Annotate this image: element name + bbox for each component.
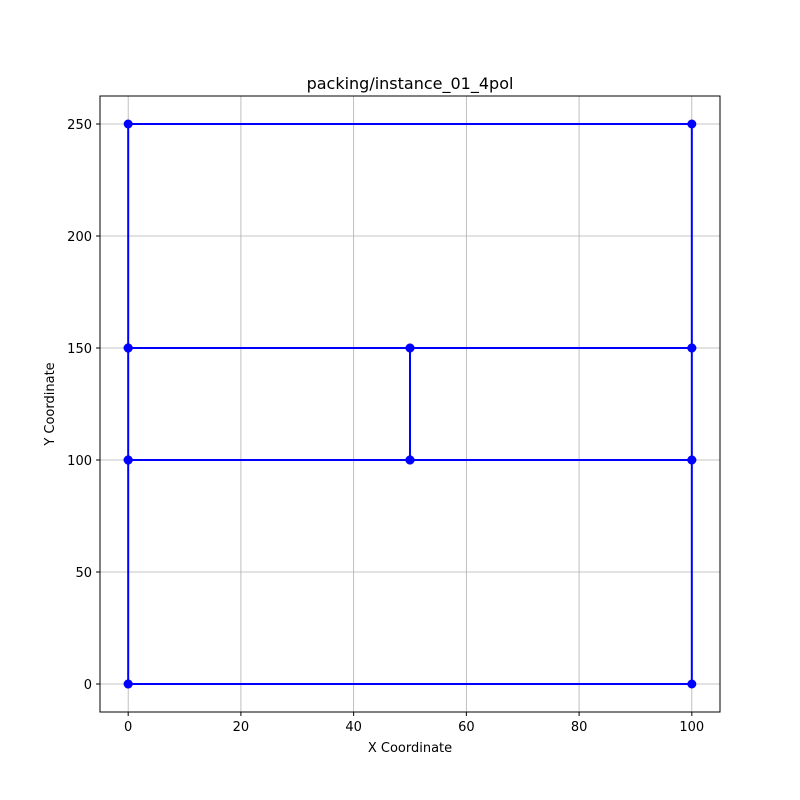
vertex-point xyxy=(123,679,133,689)
x-tick-label: 20 xyxy=(233,720,250,735)
vertex-point xyxy=(687,679,697,689)
y-tick-label: 100 xyxy=(67,454,92,469)
x-tick-label: 80 xyxy=(571,720,588,735)
x-tick-label: 40 xyxy=(345,720,362,735)
y-tick-label: 250 xyxy=(67,118,92,133)
y-tick-label: 50 xyxy=(75,566,92,581)
chart-title: packing/instance_01_4pol xyxy=(307,74,514,94)
x-tick-label: 100 xyxy=(679,720,704,735)
vertex-point xyxy=(687,119,697,129)
y-axis: 0 50 100 150 200 250 xyxy=(67,118,100,693)
x-tick-label: 60 xyxy=(458,720,475,735)
vertex-point xyxy=(687,343,697,353)
x-tick-label: 0 xyxy=(124,720,132,735)
vertex-point xyxy=(687,455,697,465)
y-tick-label: 150 xyxy=(67,342,92,357)
polygon-layer xyxy=(123,119,697,689)
vertex-point xyxy=(123,455,133,465)
vertex-point xyxy=(405,455,415,465)
y-axis-label: Y Coordinate xyxy=(43,362,58,446)
y-tick-label: 200 xyxy=(67,230,92,245)
x-axis-label: X Coordinate xyxy=(368,741,452,756)
vertex-point xyxy=(123,119,133,129)
x-axis: 0 20 40 60 80 100 xyxy=(124,712,704,735)
y-tick-label: 0 xyxy=(84,678,92,693)
plot-frame xyxy=(99,95,721,713)
vertex-point xyxy=(123,343,133,353)
